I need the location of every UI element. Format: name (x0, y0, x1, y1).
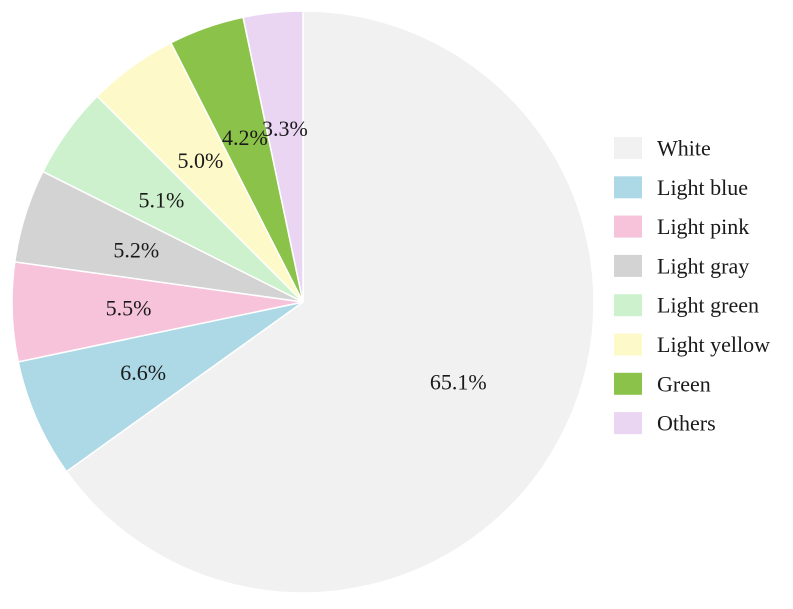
legend-item-light-pink: Light pink (614, 214, 749, 239)
pie-slice-labels: 65.1% 6.6% 5.5% 5.2% 5.1% 5.0%4.2%3.3% (106, 116, 487, 394)
pie-slices (11, 10, 595, 594)
legend-item-white: White (614, 136, 711, 161)
legend-label-light-gray: Light gray (657, 253, 749, 278)
legend-item-light-yellow: Light yellow (614, 332, 770, 357)
slice-label-others: 3.3% (262, 116, 308, 141)
slice-label-light-green: 5.1% (139, 187, 185, 212)
legend-label-light-green: Light green (657, 293, 759, 318)
legend-swatch-light-yellow (614, 333, 642, 356)
legend-label-white: White (657, 136, 711, 161)
legend-swatch-light-pink (614, 215, 642, 238)
legend-item-light-blue: Light blue (614, 175, 748, 200)
pie-slice-light-blue (17, 301, 304, 473)
legend-swatch-white (614, 137, 642, 159)
legend: White Light blue Light pink Light gray Light… (614, 136, 770, 436)
legend-swatch-light-blue (614, 176, 642, 199)
pie-slice-white (65, 10, 595, 594)
legend-swatch-light-gray (614, 254, 642, 277)
legend-label-light-blue: Light blue (657, 175, 748, 200)
legend-item-green: Green (614, 371, 711, 396)
slice-label-light-pink: 5.5% (106, 296, 152, 321)
slice-label-light-yellow: 5.0% (177, 148, 223, 173)
pie-slice-others (242, 10, 304, 303)
legend-label-light-pink: Light pink (657, 214, 749, 239)
slice-label-white: 65.1% (430, 369, 487, 394)
legend-label-green: Green (657, 371, 711, 396)
legend-swatch-light-green (614, 294, 642, 317)
legend-item-light-green: Light green (614, 293, 759, 318)
slice-label-light-blue: 6.6% (120, 360, 166, 385)
legend-item-others: Others (614, 411, 716, 436)
slice-label-green: 4.2% (222, 125, 268, 150)
legend-swatch-green (614, 372, 642, 395)
slice-label-light-gray: 5.2% (113, 238, 159, 263)
legend-item-light-gray: Light gray (614, 253, 749, 278)
legend-label-others: Others (657, 411, 716, 436)
legend-label-light-yellow: Light yellow (657, 332, 770, 357)
legend-swatch-others (614, 412, 642, 435)
